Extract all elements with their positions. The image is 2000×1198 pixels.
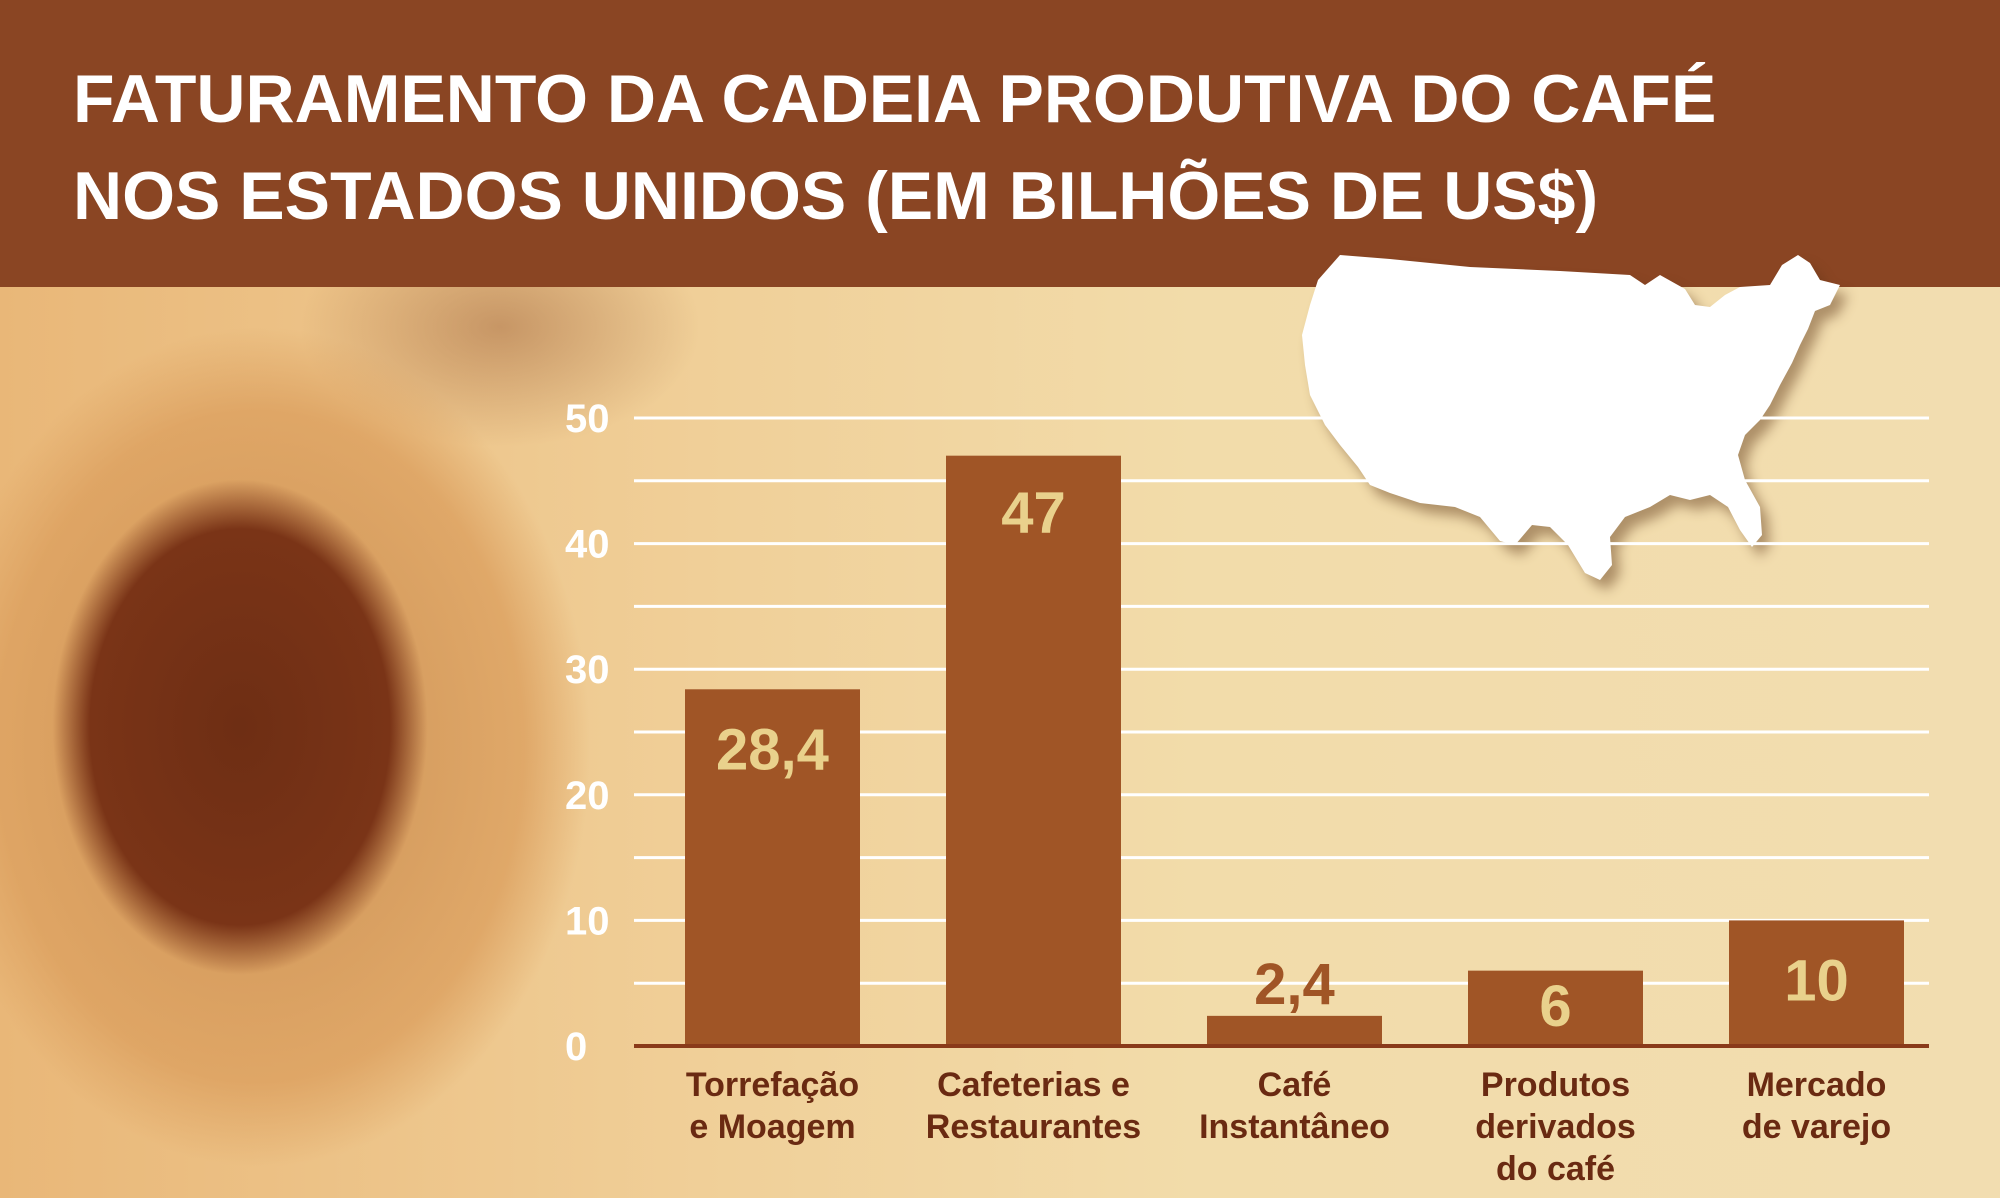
y-tick-label: 20 — [565, 774, 610, 818]
bar — [1468, 970, 1643, 1046]
bar — [1207, 1015, 1382, 1046]
bar — [1729, 920, 1904, 1046]
header-banner: FATURAMENTO DA CADEIA PRODUTIVA DO CAFÉ … — [0, 0, 2000, 287]
x-axis-categories: Torrefação e Moagem Cafeterias e Restaurant… — [686, 1066, 1891, 1188]
category-label: Torrefação — [686, 1066, 859, 1104]
y-tick-label: 40 — [565, 523, 610, 567]
bar-value-label: 2,4 — [1254, 952, 1335, 1017]
y-tick-label: 30 — [565, 648, 610, 692]
bar — [685, 689, 860, 1046]
category-label: Café — [1258, 1066, 1332, 1104]
category-label: Instantâneo — [1199, 1108, 1390, 1146]
chart-title-line-2: NOS ESTADOS UNIDOS (EM BILHÕES DE US$) — [73, 158, 1599, 234]
category-label: Produtos — [1481, 1066, 1630, 1104]
category-label: do café — [1496, 1150, 1615, 1188]
category-label: de varejo — [1742, 1108, 1891, 1146]
category-label: Mercado — [1747, 1066, 1887, 1104]
category-label: e Moagem — [689, 1108, 855, 1146]
y-axis-ticks: 0 10 20 30 40 50 — [565, 397, 610, 1069]
bar-value-label: 6 — [1539, 974, 1571, 1039]
bar-value-label: 47 — [1001, 481, 1066, 546]
y-tick-label: 50 — [565, 397, 610, 441]
category-label: Restaurantes — [926, 1108, 1141, 1146]
bar-value-label: 10 — [1784, 948, 1849, 1013]
coffee-grounds-photo — [0, 287, 760, 1198]
y-tick-label: 0 — [565, 1025, 587, 1069]
bars: 28,4 47 2,4 6 10 — [685, 455, 1904, 1046]
bar — [946, 455, 1121, 1046]
y-tick-label: 10 — [565, 899, 610, 943]
category-label: Cafeterias e — [937, 1066, 1130, 1104]
bar-value-label: 28,4 — [716, 717, 829, 782]
chart-title-line-1: FATURAMENTO DA CADEIA PRODUTIVA DO CAFÉ — [73, 61, 1717, 137]
category-label: derivados — [1475, 1108, 1636, 1146]
